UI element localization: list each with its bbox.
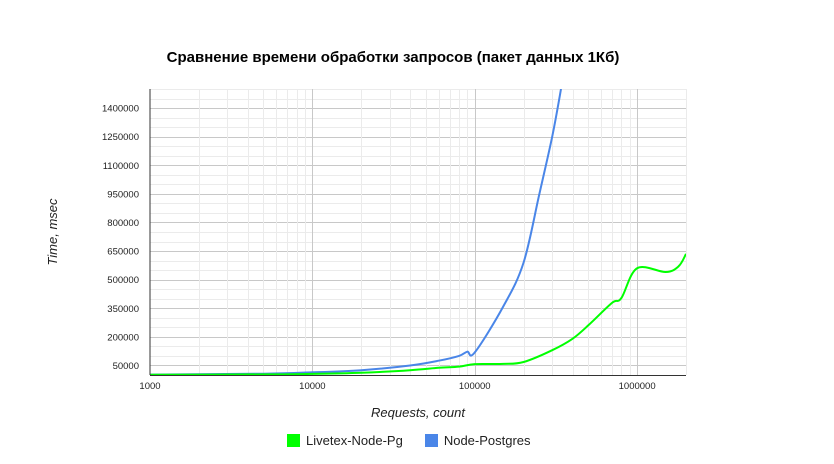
chart-title-text: Сравнение времени обработки запросов (па… <box>166 49 620 66</box>
legend-label: Livetex-Node-Pg <box>306 433 403 448</box>
gridlines <box>150 89 687 375</box>
legend: Livetex-Node-Pg Node-Postgres <box>287 433 553 448</box>
legend-item-node-postgres[interactable]: Node-Postgres <box>424 433 531 448</box>
y-tick-label: 1250000 <box>102 132 139 143</box>
y-axis-title: Time, msec <box>45 198 60 266</box>
legend-label: Node-Postgres <box>443 433 531 448</box>
series-line-node-postgres[interactable] <box>150 89 562 376</box>
x-tick-label: 100000 <box>459 381 491 392</box>
y-tick-label: 1100000 <box>103 161 139 172</box>
series-line-livetex-node-pg[interactable] <box>150 253 686 376</box>
y-tick-label: 200000 <box>107 332 139 343</box>
legend-item-livetex[interactable]: Livetex-Node-Pg <box>287 433 403 448</box>
x-tick-label: 10000 <box>299 381 325 392</box>
y-tick-label: 50000 <box>113 361 139 372</box>
x-tick-label: 1000000 <box>619 381 656 392</box>
y-tick-label: 950000 <box>107 189 139 200</box>
y-tick-label: 1400000 <box>102 104 139 115</box>
legend-swatch-green <box>287 434 300 447</box>
x-axis-title: Requests, count <box>371 405 466 420</box>
y-tick-label: 800000 <box>107 218 139 229</box>
y-tick-label: 500000 <box>107 275 139 286</box>
y-tick-label: 350000 <box>107 304 139 315</box>
chart-title: Сравнение времени обработки запросов (па… <box>0 49 834 66</box>
legend-swatch-blue <box>424 434 438 447</box>
series-lines <box>150 89 686 376</box>
x-tick-label: 1000 <box>139 381 160 392</box>
y-axis-ticks: 50000 200000 350000 500000 650000 800000 95000… <box>102 104 139 372</box>
y-tick-label: 650000 <box>107 247 139 258</box>
x-axis-ticks: 1000 10000 100000 1000000 <box>139 381 655 392</box>
